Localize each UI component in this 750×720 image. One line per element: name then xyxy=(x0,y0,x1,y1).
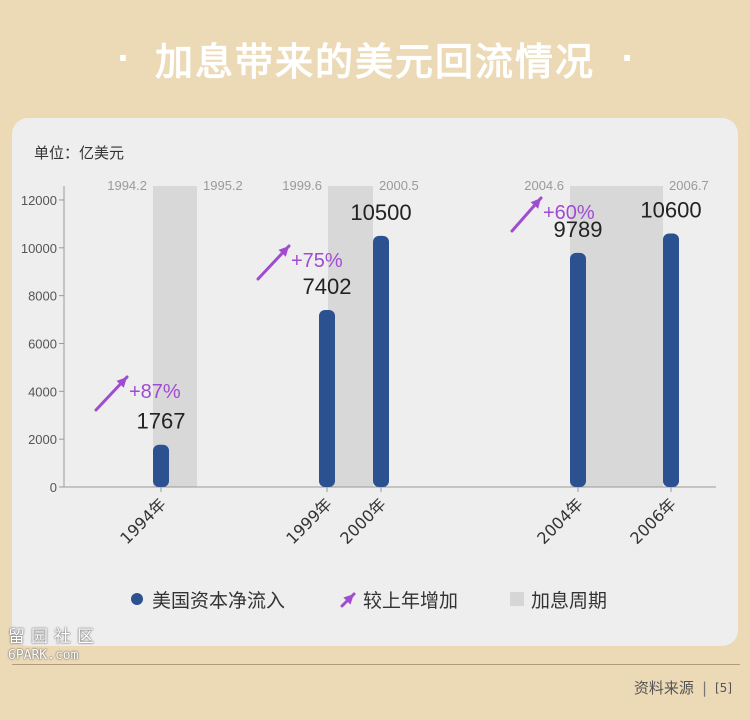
watermark-line-2: 6PARK.com xyxy=(8,648,79,663)
legend-label: 较上年增加 xyxy=(363,590,458,612)
bar-value-label: 7402 xyxy=(303,274,352,299)
period-start-label: 2004.6 xyxy=(524,178,564,193)
x-tick-label: 2000年 xyxy=(336,494,390,548)
footer-divider xyxy=(12,664,740,665)
x-tick-label: 1994年 xyxy=(116,494,170,548)
y-tick-label: 10000 xyxy=(21,241,57,256)
x-tick-label: 2006年 xyxy=(626,494,680,548)
legend-label: 加息周期 xyxy=(531,590,607,612)
period-end-label: 1995.2 xyxy=(203,178,243,193)
growth-label: +87% xyxy=(129,381,181,403)
source-ref: [5] xyxy=(715,680,732,695)
bar xyxy=(663,233,679,487)
title-row: · 加息带来的美元回流情况 · xyxy=(0,28,750,88)
legend-square xyxy=(510,592,524,606)
source-label: 资料来源 xyxy=(633,679,694,697)
growth-arrow-head xyxy=(116,377,127,388)
x-tick-label: 1999年 xyxy=(282,494,336,548)
x-tick-label: 2004年 xyxy=(533,494,587,548)
growth-label: +75% xyxy=(291,250,343,272)
watermark-line-1: 留园社区 xyxy=(8,627,100,647)
y-tick-label: 12000 xyxy=(21,193,57,208)
y-tick-label: 0 xyxy=(50,480,57,495)
y-tick-label: 4000 xyxy=(28,384,57,399)
legend-dot xyxy=(131,593,143,605)
legend-arrow-head xyxy=(343,594,354,605)
y-tick-label: 2000 xyxy=(28,432,57,447)
bar xyxy=(153,444,169,487)
bar-value-label: 1767 xyxy=(137,409,186,434)
chart: 1994.2 1995.2 1999.6 2000.5 2004.6 2006.7 单位：亿… xyxy=(21,144,716,612)
growth-arrow-head xyxy=(530,198,541,209)
bar-value-label: 9789 xyxy=(554,217,603,242)
title-bullet-right: · xyxy=(621,39,634,77)
period-end-label: 2006.7 xyxy=(669,178,709,193)
title-bullet-left: · xyxy=(116,39,129,77)
bar-value-label: 10600 xyxy=(640,197,701,222)
bar xyxy=(319,309,335,487)
period-start-label: 1999.6 xyxy=(282,178,322,193)
period-end-label: 2000.5 xyxy=(379,178,419,193)
rate-hike-band xyxy=(153,186,197,487)
y-tick-label: 6000 xyxy=(28,336,57,351)
period-start-label: 1994.2 xyxy=(107,178,147,193)
y-tick-label: 8000 xyxy=(28,289,57,304)
watermark: 留园社区 6PARK.com xyxy=(8,622,108,663)
legend-label: 美国资本净流入 xyxy=(152,590,285,612)
source-separator: | xyxy=(701,678,707,697)
bar-value-label: 10500 xyxy=(350,200,411,225)
growth-arrow-head xyxy=(278,246,289,257)
growth-label: +60% xyxy=(543,202,595,224)
rate-hike-band xyxy=(328,186,373,487)
page-title: 加息带来的美元回流情况 xyxy=(154,39,595,84)
bar xyxy=(373,235,389,487)
bar xyxy=(570,252,586,487)
source-note: 资料来源 | [5] xyxy=(634,677,732,698)
unit-label: 单位：亿美元 xyxy=(34,144,124,162)
